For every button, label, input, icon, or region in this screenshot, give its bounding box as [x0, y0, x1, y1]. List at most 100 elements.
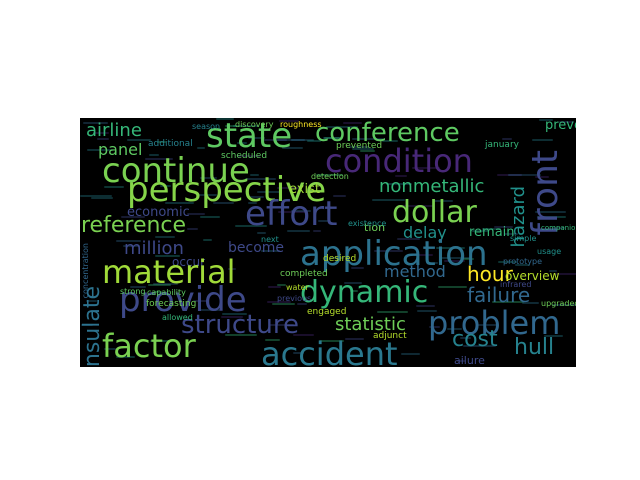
background-speck — [502, 138, 512, 140]
background-speck — [265, 339, 280, 341]
word-scheduled: scheduled — [221, 151, 268, 161]
background-speck — [539, 119, 553, 121]
background-speck — [257, 191, 281, 193]
background-speck — [282, 147, 303, 149]
background-speck — [237, 142, 247, 144]
word-allowed: allowed — [162, 313, 193, 322]
background-speck — [199, 194, 217, 196]
word-airline: airline — [86, 120, 142, 141]
word-conference: conference — [315, 118, 460, 148]
background-speck — [287, 230, 310, 232]
background-speck — [238, 155, 260, 157]
word-economic: economic — [127, 205, 190, 220]
word-dynamic: dynamic — [300, 275, 429, 310]
background-speck — [270, 324, 294, 326]
background-speck — [203, 239, 212, 241]
background-speck — [277, 187, 300, 189]
background-speck — [319, 340, 344, 342]
background-speck — [444, 260, 465, 262]
background-speck — [395, 175, 407, 177]
word-season: season — [192, 122, 221, 131]
word-forecasting: forecasting — [146, 299, 197, 309]
word-completed: completed — [280, 269, 328, 279]
background-speck — [291, 139, 314, 141]
background-speck — [216, 118, 234, 120]
word-exist: exist — [289, 182, 320, 197]
background-speck — [434, 200, 453, 202]
background-speck — [504, 233, 518, 235]
background-speck — [123, 245, 140, 247]
background-speck — [360, 150, 375, 152]
word-material: material — [102, 253, 236, 291]
background-speck — [267, 301, 291, 303]
background-speck — [313, 230, 321, 232]
word-continue: continue — [102, 151, 250, 191]
background-speck — [200, 177, 217, 179]
background-speck — [248, 202, 257, 204]
background-speck — [272, 303, 295, 305]
background-speck — [330, 257, 344, 259]
background-speck — [83, 122, 108, 124]
word-next: next — [261, 235, 279, 244]
background-speck — [559, 121, 574, 123]
background-speck — [291, 210, 311, 212]
background-speck — [104, 186, 124, 188]
background-speck — [245, 178, 276, 180]
background-speck — [535, 176, 549, 178]
word-reference: reference — [81, 213, 187, 238]
word-engaged: engaged — [307, 307, 347, 317]
background-speck — [121, 216, 145, 218]
background-speck — [233, 125, 259, 127]
background-speck — [549, 270, 557, 272]
background-speck — [440, 257, 470, 259]
word-upgraded: upgraded — [541, 299, 576, 308]
word-become: become — [228, 240, 285, 256]
background-speck — [116, 240, 141, 242]
background-speck — [200, 309, 220, 311]
background-speck — [417, 254, 433, 256]
background-speck — [187, 228, 198, 230]
background-speck — [522, 302, 539, 304]
background-speck — [268, 286, 281, 288]
background-speck — [429, 326, 440, 328]
background-speck — [352, 138, 383, 140]
background-speck — [293, 334, 314, 336]
background-speck — [472, 230, 488, 232]
background-speck — [297, 303, 307, 305]
background-speck — [349, 146, 369, 148]
word-panel: panel — [98, 140, 143, 159]
background-speck — [555, 273, 576, 275]
background-speck — [221, 316, 243, 318]
background-speck — [532, 139, 553, 141]
word-hull: hull — [514, 335, 555, 360]
word-additional: additional — [148, 139, 193, 149]
background-speck — [91, 197, 113, 199]
background-speck — [427, 262, 438, 264]
background-speck — [460, 337, 471, 339]
background-speck — [248, 137, 265, 139]
background-speck — [324, 137, 340, 139]
word-detection: detection — [311, 172, 349, 181]
background-speck — [326, 126, 358, 128]
background-speck — [402, 205, 433, 207]
background-speck — [145, 158, 173, 160]
word-statistic: statistic — [335, 314, 406, 335]
background-speck — [249, 196, 264, 198]
word-discovery: discovery — [235, 120, 274, 129]
word-provide: provide — [119, 280, 247, 320]
word-delay: delay — [403, 223, 447, 242]
word-overview: overview — [505, 269, 560, 283]
background-speck — [155, 255, 180, 257]
background-speck — [213, 202, 234, 204]
background-speck — [149, 154, 159, 156]
word-method: method — [384, 262, 446, 281]
background-speck — [279, 120, 299, 122]
word-front: front — [525, 150, 566, 236]
word-usage: usage — [537, 247, 562, 256]
word-roughness: roughness — [280, 120, 322, 129]
background-speck — [104, 348, 116, 350]
background-speck — [97, 138, 109, 140]
word-problem: problem — [428, 304, 561, 342]
background-speck — [345, 338, 364, 340]
word-million: million — [124, 238, 184, 259]
